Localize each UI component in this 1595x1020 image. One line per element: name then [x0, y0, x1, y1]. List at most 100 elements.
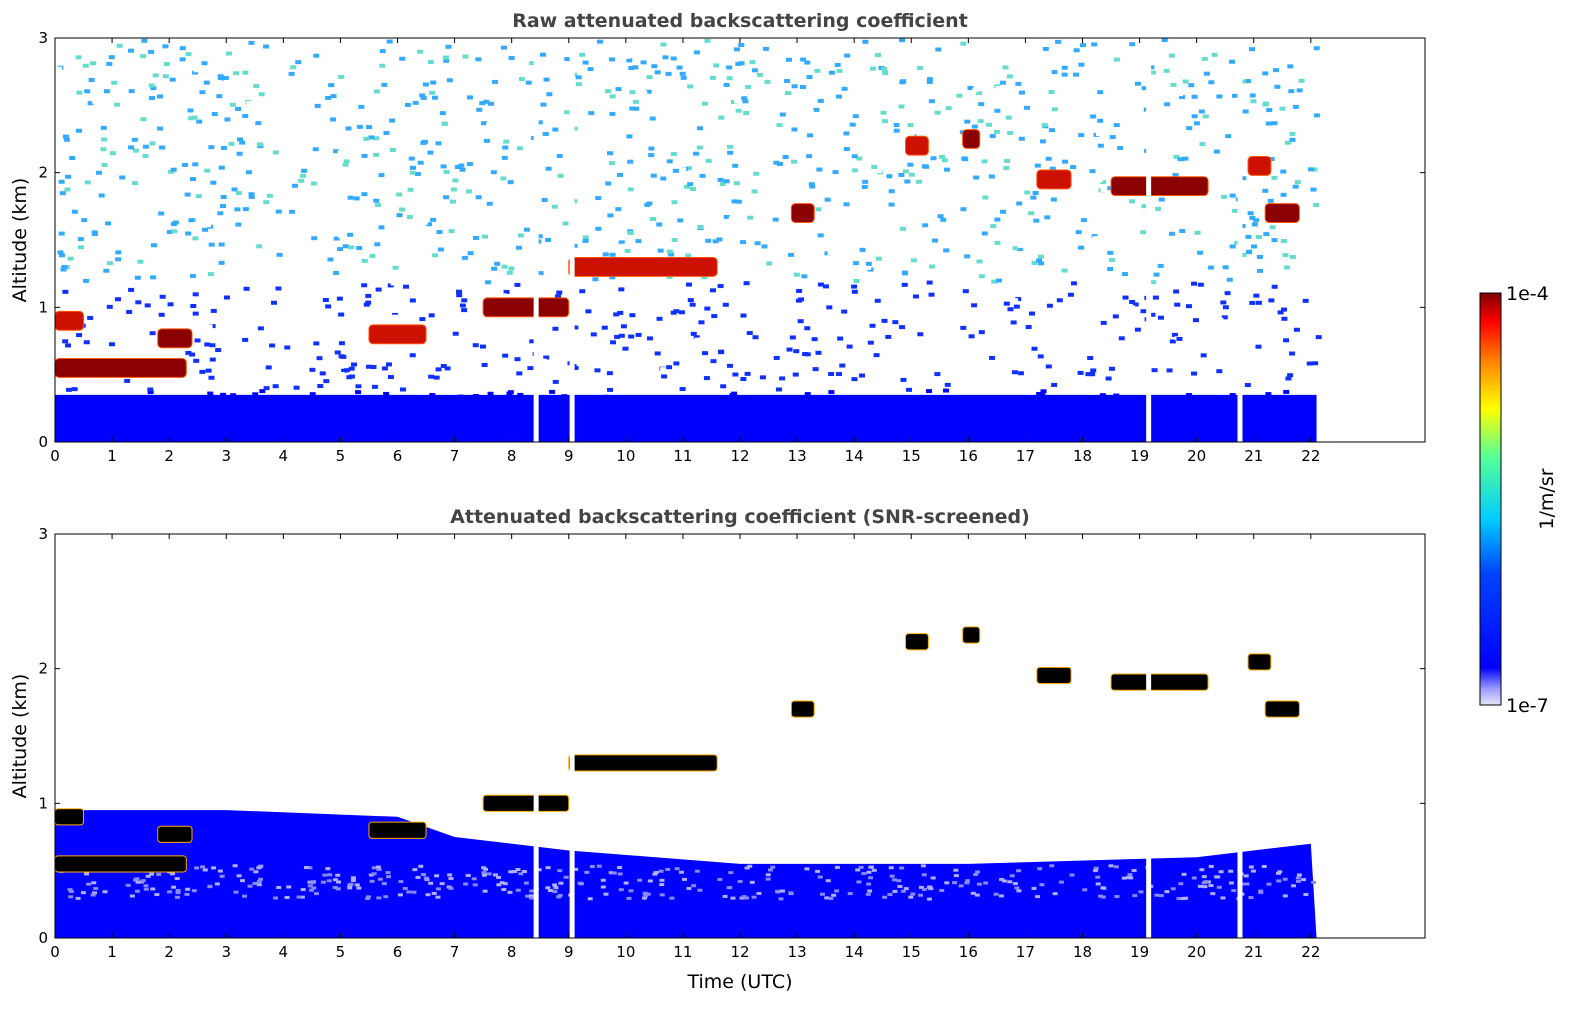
snr-cloud-feature: [962, 626, 981, 644]
colorbar-unit-label: 1/m/sr: [1536, 468, 1558, 529]
colorbar-max-label: 1e-4: [1506, 283, 1549, 305]
snr-y-ticks: 0 1 2 3: [38, 525, 1425, 947]
raw-panel-title: Raw attenuated backscattering coefficien…: [512, 10, 968, 32]
snr-cloud-feature: [55, 808, 85, 826]
x-tick-label: 2: [164, 447, 174, 465]
y-tick-label: 2: [38, 660, 48, 678]
x-tick-label: 14: [845, 447, 864, 465]
snr-cloud-feature: [1110, 673, 1209, 691]
snr-cloud-feature: [568, 754, 718, 772]
snr-cloud-feature: [1247, 653, 1272, 671]
x-tick-label: 12: [730, 447, 749, 465]
snr-heatmap: [55, 534, 1317, 938]
snr-cloud-feature: [905, 633, 929, 651]
colorbar-gradient: [1479, 292, 1502, 706]
snr-cloud-feature: [1036, 666, 1072, 684]
x-tick-label: 5: [336, 447, 346, 465]
x-tick-label: 0: [50, 943, 60, 961]
x-tick-label: 11: [673, 447, 692, 465]
x-tick-label: 22: [1301, 447, 1320, 465]
data-gap: [1146, 38, 1152, 442]
x-tick-label: 10: [616, 943, 635, 961]
snr-cloud-feature: [368, 821, 427, 839]
raw-cloud-feature: [368, 324, 427, 345]
data-gap: [569, 534, 575, 938]
snr-screened-panel: Attenuated backscattering coefficient (S…: [9, 506, 1426, 993]
raw-cloud-feature: [1247, 156, 1272, 176]
x-tick-label: 21: [1244, 447, 1263, 465]
snr-y-axis-label: Altitude (km): [9, 674, 31, 799]
x-tick-label: 6: [393, 943, 403, 961]
x-tick-label: 4: [279, 943, 289, 961]
x-tick-label: 21: [1244, 943, 1263, 961]
x-axis-label: Time (UTC): [686, 971, 792, 993]
x-tick-label: 4: [279, 447, 289, 465]
x-tick-label: 16: [959, 943, 978, 961]
snr-boundary-layer: [55, 810, 1317, 938]
raw-cloud-feature: [568, 257, 718, 277]
x-tick-label: 22: [1301, 943, 1320, 961]
raw-cloud-feature: [1110, 176, 1209, 197]
x-tick-label: 12: [730, 943, 749, 961]
x-tick-label: 13: [788, 447, 807, 465]
raw-y-ticks: 0 1 2 3: [38, 29, 1425, 451]
raw-cloud-feature: [1264, 203, 1300, 223]
x-tick-label: 5: [336, 943, 346, 961]
x-tick-label: 3: [221, 943, 231, 961]
y-tick-label: 1: [38, 298, 48, 316]
y-tick-label: 3: [38, 525, 48, 543]
snr-x-ticks: 0 1 2 3 4 5 6 7 8 9 10 11 12 13 14 15 16 17 18 19 20 21 22: [50, 534, 1320, 961]
snr-cloud-feature: [157, 825, 193, 843]
data-gap: [1237, 534, 1243, 938]
raw-cloud-feature: [157, 328, 193, 349]
x-tick-label: 19: [1130, 447, 1149, 465]
snr-cloud-feature: [55, 855, 187, 873]
x-tick-label: 14: [845, 943, 864, 961]
x-tick-label: 13: [788, 943, 807, 961]
x-tick-label: 0: [50, 447, 60, 465]
data-gap: [1237, 38, 1243, 442]
raw-y-axis-label: Altitude (km): [9, 178, 31, 303]
x-tick-label: 15: [902, 943, 921, 961]
x-tick-label: 9: [564, 943, 574, 961]
raw-cloud-feature: [790, 203, 815, 223]
snr-cloud-feature: [482, 794, 570, 812]
colorbar-min-label: 1e-7: [1506, 695, 1549, 717]
x-tick-label: 17: [1016, 943, 1035, 961]
data-gap: [533, 534, 539, 938]
x-tick-label: 15: [902, 447, 921, 465]
y-tick-label: 1: [38, 794, 48, 812]
x-tick-label: 18: [1073, 447, 1092, 465]
x-tick-label: 8: [507, 447, 517, 465]
raw-heatmap: [55, 38, 1322, 442]
x-tick-label: 17: [1016, 447, 1035, 465]
raw-x-ticks: 0 1 2 3 4 5 6 7 8 9 10 11 12 13 14 15 16 17 18 19 20 21 22: [50, 38, 1320, 465]
x-tick-label: 8: [507, 943, 517, 961]
y-tick-label: 0: [38, 929, 48, 947]
y-tick-label: 3: [38, 29, 48, 47]
x-tick-label: 1: [107, 447, 117, 465]
data-gap: [533, 38, 539, 442]
data-gap: [569, 38, 575, 442]
x-tick-label: 7: [450, 447, 460, 465]
x-tick-label: 18: [1073, 943, 1092, 961]
x-tick-label: 2: [164, 943, 174, 961]
x-tick-label: 10: [616, 447, 635, 465]
colorbar: 1e-4 1e-7 1/m/sr: [1479, 283, 1558, 717]
x-tick-label: 6: [393, 447, 403, 465]
raw-cloud-feature: [962, 129, 981, 149]
raw-cloud-feature: [55, 358, 187, 378]
x-tick-label: 20: [1187, 943, 1206, 961]
raw-cloud-feature: [482, 297, 570, 318]
x-tick-label: 3: [221, 447, 231, 465]
x-tick-label: 20: [1187, 447, 1206, 465]
snr-panel-title: Attenuated backscattering coefficient (S…: [450, 506, 1030, 528]
x-tick-label: 16: [959, 447, 978, 465]
x-tick-label: 19: [1130, 943, 1149, 961]
raw-cloud-feature: [55, 310, 85, 331]
raw-plot-frame: [54, 37, 1426, 443]
y-tick-label: 2: [38, 164, 48, 182]
y-tick-label: 0: [38, 433, 48, 451]
raw-backscatter-panel: Raw attenuated backscattering coefficien…: [9, 10, 1426, 465]
